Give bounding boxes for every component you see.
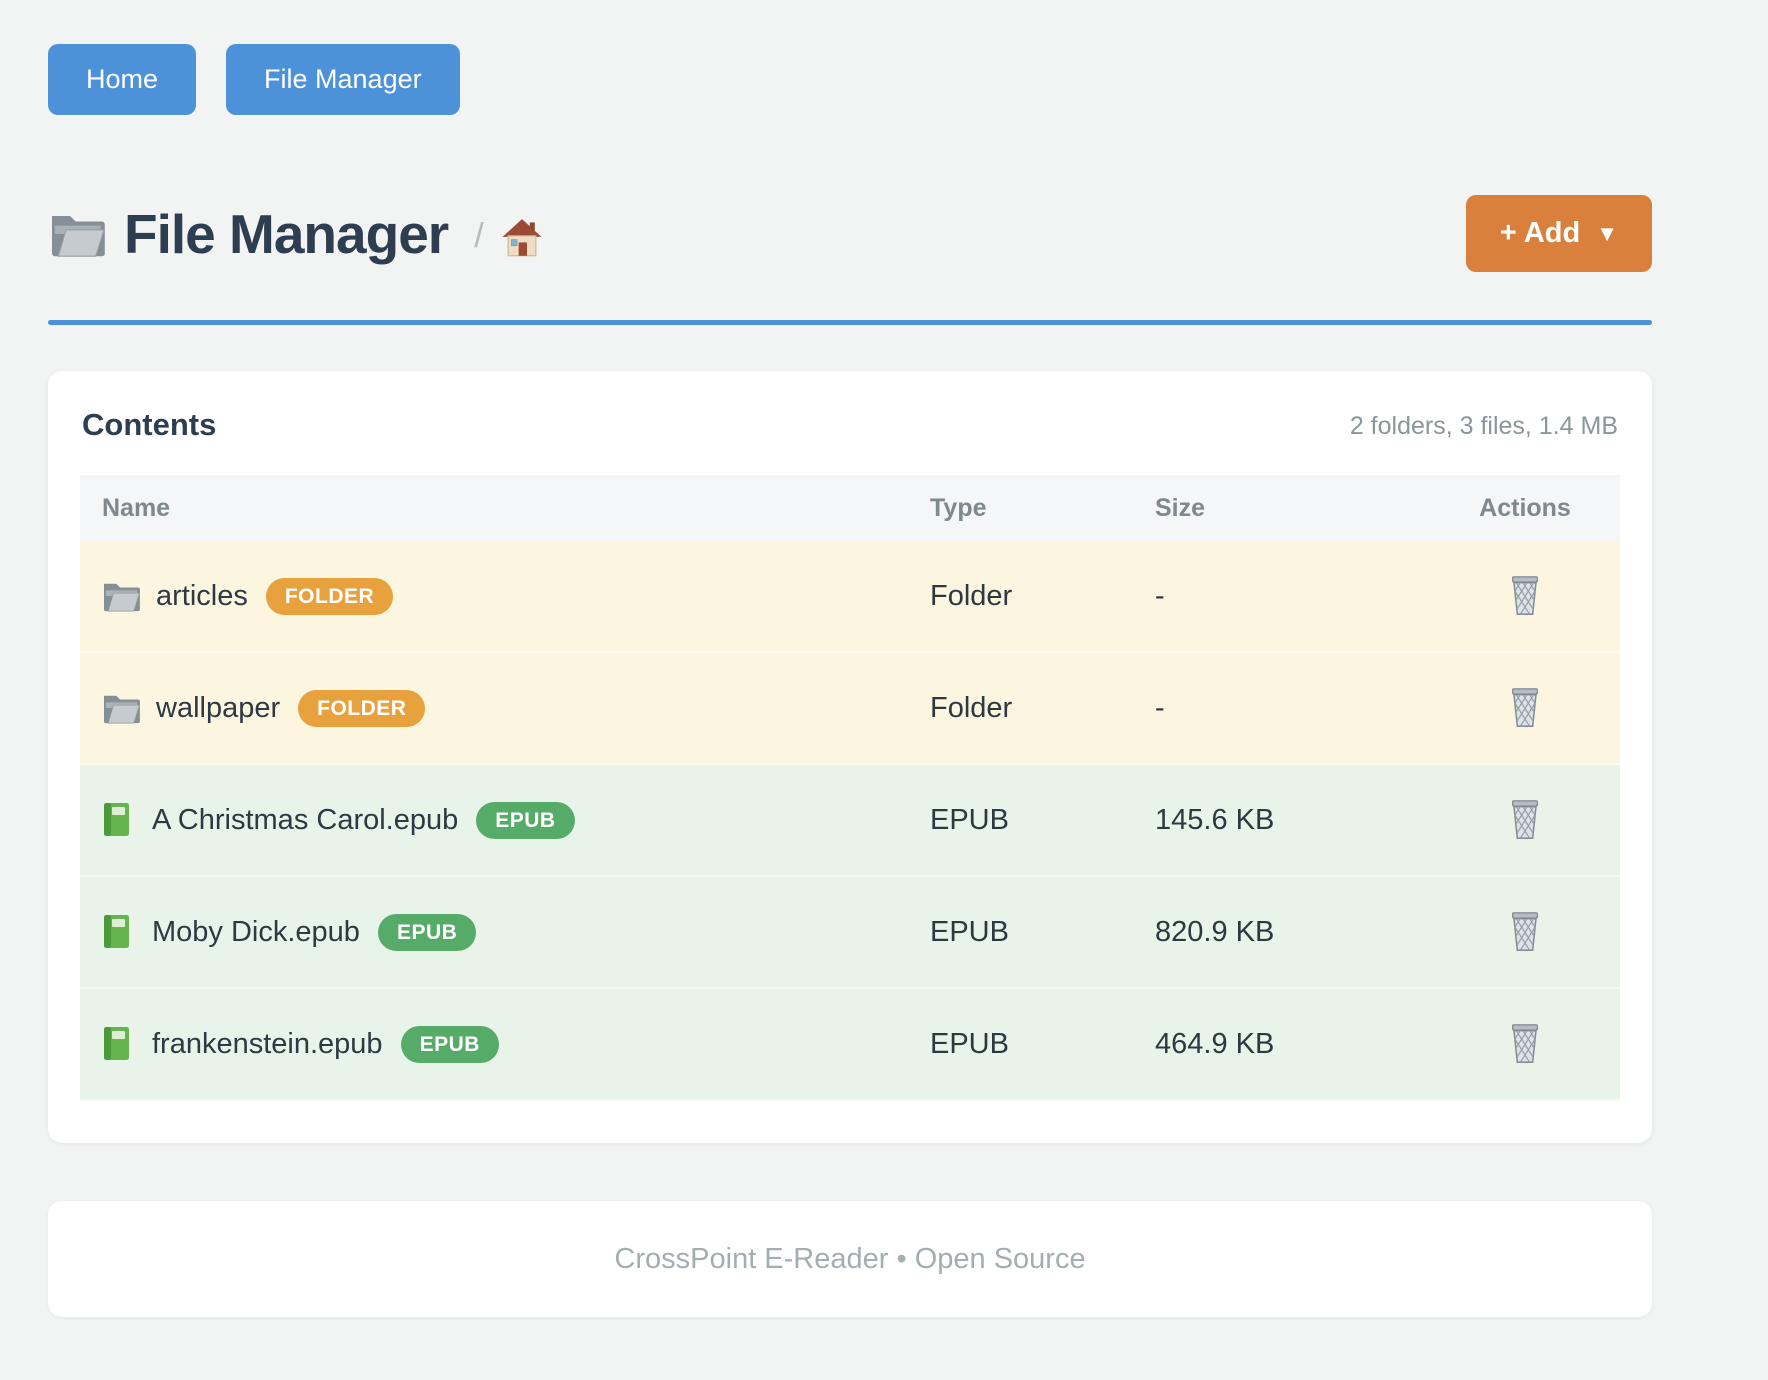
size-cell: 820.9 KB — [1155, 915, 1275, 948]
green-book-icon — [104, 1027, 131, 1060]
footer-text: CrossPoint E-Reader • Open Source — [614, 1242, 1086, 1275]
file-name[interactable]: A Christmas Carol.epub — [152, 803, 459, 836]
folder-badge: FOLDER — [298, 689, 426, 727]
green-book-icon — [104, 915, 131, 948]
breadcrumb-separator: / — [474, 217, 484, 255]
type-cell: EPUB — [930, 915, 1009, 948]
chevron-down-icon: ▼ — [1596, 220, 1618, 246]
type-cell: EPUB — [930, 1027, 1009, 1060]
folder-badge: FOLDER — [265, 577, 394, 615]
add-button[interactable]: + Add ▼ — [1465, 195, 1652, 272]
size-cell: 145.6 KB — [1155, 803, 1275, 836]
contents-summary: 2 folders, 3 files, 1.4 MB — [1349, 412, 1618, 440]
file-manager-button[interactable]: File Manager — [226, 44, 460, 115]
card-header: Contents 2 folders, 3 files, 1.4 MB — [80, 407, 1620, 449]
green-book-icon — [104, 803, 131, 836]
type-cell: EPUB — [930, 803, 1009, 836]
table-row[interactable]: A Christmas Carol.epub EPUB EPUB 145.6 K… — [80, 765, 1620, 877]
type-cell: Folder — [930, 579, 1013, 612]
delete-button[interactable] — [1501, 682, 1549, 734]
table-row[interactable]: articles FOLDER Folder - — [80, 541, 1620, 653]
house-icon[interactable] — [501, 218, 542, 258]
contents-card: Contents 2 folders, 3 files, 1.4 MB Name… — [48, 371, 1652, 1143]
delete-button[interactable] — [1501, 570, 1549, 622]
file-name[interactable]: articles — [156, 579, 248, 612]
table-header-row: Name Type Size Actions — [80, 475, 1620, 541]
file-name[interactable]: wallpaper — [156, 691, 281, 724]
page: Home File Manager File Manager / + Add ▼… — [48, 0, 1652, 1317]
size-cell: 464.9 KB — [1155, 1027, 1275, 1060]
column-header-actions: Actions — [1479, 493, 1571, 522]
epub-badge: EPUB — [476, 801, 575, 839]
column-header-type: Type — [930, 493, 987, 522]
wastebasket-icon — [1505, 798, 1545, 842]
table-row[interactable]: wallpaper FOLDER Folder - — [80, 653, 1620, 765]
epub-badge: EPUB — [377, 913, 477, 951]
wastebasket-icon — [1505, 1022, 1545, 1066]
type-cell: Folder — [930, 691, 1013, 724]
table-row[interactable]: frankenstein.epub EPUB EPUB 464.9 KB — [80, 989, 1620, 1101]
folder-icon — [51, 214, 106, 257]
page-title: File Manager — [124, 202, 449, 265]
title-group: File Manager / — [48, 202, 542, 266]
delete-button[interactable] — [1501, 1018, 1549, 1070]
column-header-name: Name — [102, 493, 171, 522]
file-name[interactable]: frankenstein.epub — [152, 1027, 383, 1060]
delete-button[interactable] — [1501, 794, 1549, 846]
contents-heading: Contents — [82, 407, 217, 442]
top-nav: Home File Manager — [48, 0, 1652, 115]
add-button-label: + Add — [1499, 217, 1581, 249]
folder-icon — [103, 695, 140, 724]
delete-button[interactable] — [1501, 906, 1549, 958]
size-cell: - — [1155, 579, 1165, 612]
table-row[interactable]: Moby Dick.epub EPUB EPUB 820.9 KB — [80, 877, 1620, 989]
folder-icon — [103, 583, 140, 612]
file-table: Name Type Size Actions articles FOLDER F… — [80, 475, 1620, 1101]
page-header: File Manager / + Add ▼ — [48, 195, 1652, 272]
file-name[interactable]: Moby Dick.epub — [152, 915, 360, 948]
header-divider — [48, 320, 1652, 325]
wastebasket-icon — [1505, 910, 1545, 954]
size-cell: - — [1155, 691, 1165, 724]
column-header-size: Size — [1155, 493, 1206, 522]
wastebasket-icon — [1505, 686, 1545, 730]
wastebasket-icon — [1505, 574, 1545, 618]
epub-badge: EPUB — [400, 1025, 499, 1063]
home-button[interactable]: Home — [48, 44, 197, 115]
footer: CrossPoint E-Reader • Open Source — [48, 1201, 1652, 1317]
